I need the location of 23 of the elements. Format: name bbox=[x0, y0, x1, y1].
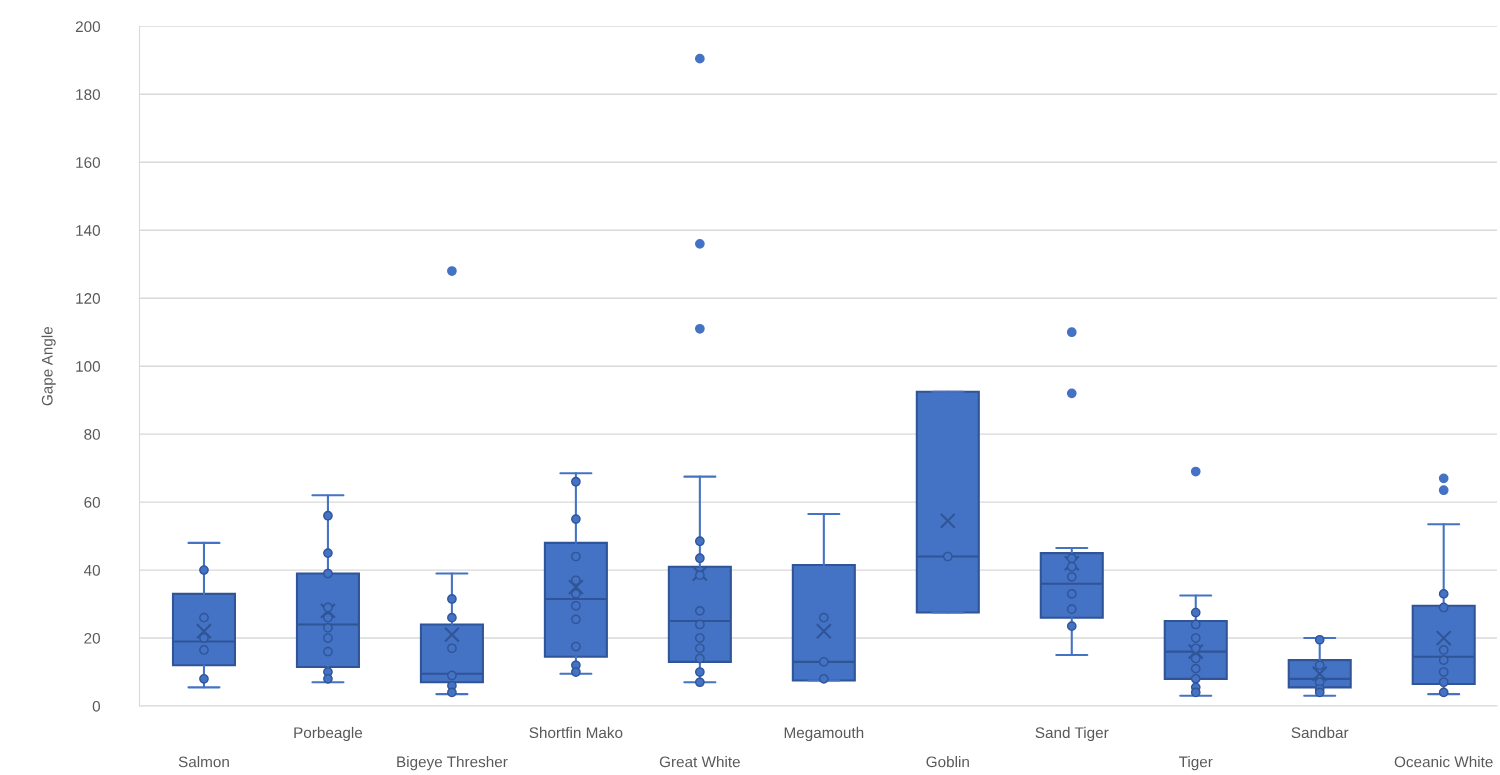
y-tick-label: 180 bbox=[76, 89, 101, 100]
x-tick-label: Sandbar bbox=[1291, 726, 1349, 739]
y-tick-label: 0 bbox=[92, 700, 101, 712]
y-axis-title: Gape Angle bbox=[41, 326, 56, 406]
y-tick-label: 140 bbox=[76, 225, 101, 236]
x-tick-label: Megamouth bbox=[784, 726, 864, 742]
y-tick-label: 120 bbox=[76, 293, 101, 304]
x-tick-label: Porbeagle bbox=[294, 726, 363, 742]
x-tick-label: Tiger bbox=[1178, 756, 1213, 771]
y-tick-label: 160 bbox=[76, 157, 101, 168]
x-tick-label: Salmon bbox=[178, 756, 229, 768]
x-tick-label: Shortfin Mako bbox=[529, 726, 623, 739]
x-tick-label: Sand Tiger bbox=[1035, 726, 1109, 742]
y-tick-label: 60 bbox=[84, 496, 101, 508]
x-tick-label: Goblin bbox=[926, 756, 969, 768]
x-tick-label: Oceanic White bbox=[1394, 756, 1493, 768]
y-tick-label: 20 bbox=[84, 632, 101, 644]
y-tick-label: 100 bbox=[76, 361, 101, 372]
y-tick-label: 40 bbox=[83, 564, 101, 576]
x-tick-label: Bigeye Thresher bbox=[397, 756, 508, 771]
x-tick-label: Great White bbox=[659, 756, 740, 768]
y-tick-label: 200 bbox=[75, 21, 101, 33]
y-tick-label: 80 bbox=[84, 429, 101, 440]
